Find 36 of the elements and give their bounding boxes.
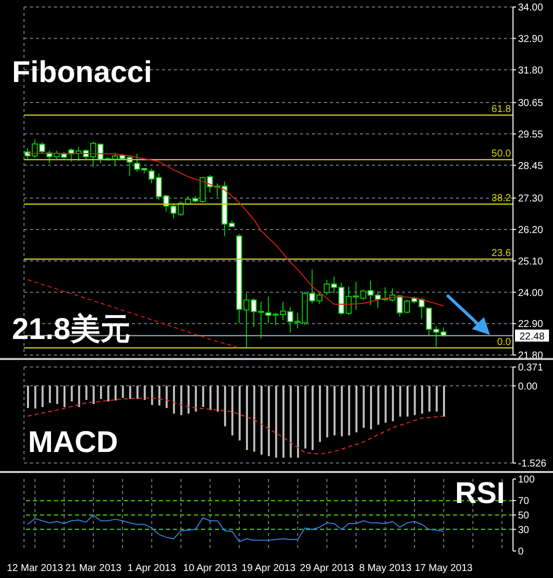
y-tick-label: 26.20 [518,225,544,236]
text: Fibonacci [12,56,152,90]
chart-title: RSI [455,477,506,511]
x-tick-label: 12 Mar 2013 [6,563,64,574]
annotation: 61.8 [492,104,512,116]
y-tick-label: 27.30 [518,194,544,205]
y-tick-label: 24.00 [518,288,544,299]
y-tick-label: 28.45 [518,160,544,172]
y-tick-label: -1.526 [518,458,547,470]
y-tick-label: 0.371 [518,362,544,374]
annotation: 23.6 [492,248,512,260]
y-tick-label: 100 [518,474,536,486]
x-tick-label: 29 Apr 2013 [300,563,354,574]
annotation: 38.2 [492,193,512,204]
y-tick-label: 50 [518,510,530,522]
y-tick-label: 0.00 [518,381,538,392]
y-tick-label: 0 [518,546,524,558]
ref-line-label: 22.48 [519,332,545,343]
y-tick-label: 32.90 [518,34,544,45]
x-tick-label: 10 Apr 2013 [183,563,238,574]
x-tick-label: 19 Apr 2013 [242,563,296,574]
x-tick-label: 21 Mar 2013 [65,563,122,574]
y-tick-label: 31.80 [518,65,544,76]
text: MACD [28,426,118,460]
y-tick-label: 25.10 [518,256,544,268]
annotation: 0.0 [497,336,512,348]
x-tick-label: 17 May 2013 [414,563,474,574]
y-tick-label: 30.65 [518,98,544,110]
x-tick-label: 1 Apr 2013 [128,563,176,574]
annotation: 50.0 [492,148,512,160]
y-tick-label: 34.00 [518,2,544,14]
x-tick-label: 8 May 2013 [359,563,412,574]
y-tick-label: 30 [518,524,530,536]
y-tick-label: 70 [518,496,530,508]
y-tick-label: 29.55 [518,129,544,140]
y-tick-label: 22.90 [518,319,544,330]
